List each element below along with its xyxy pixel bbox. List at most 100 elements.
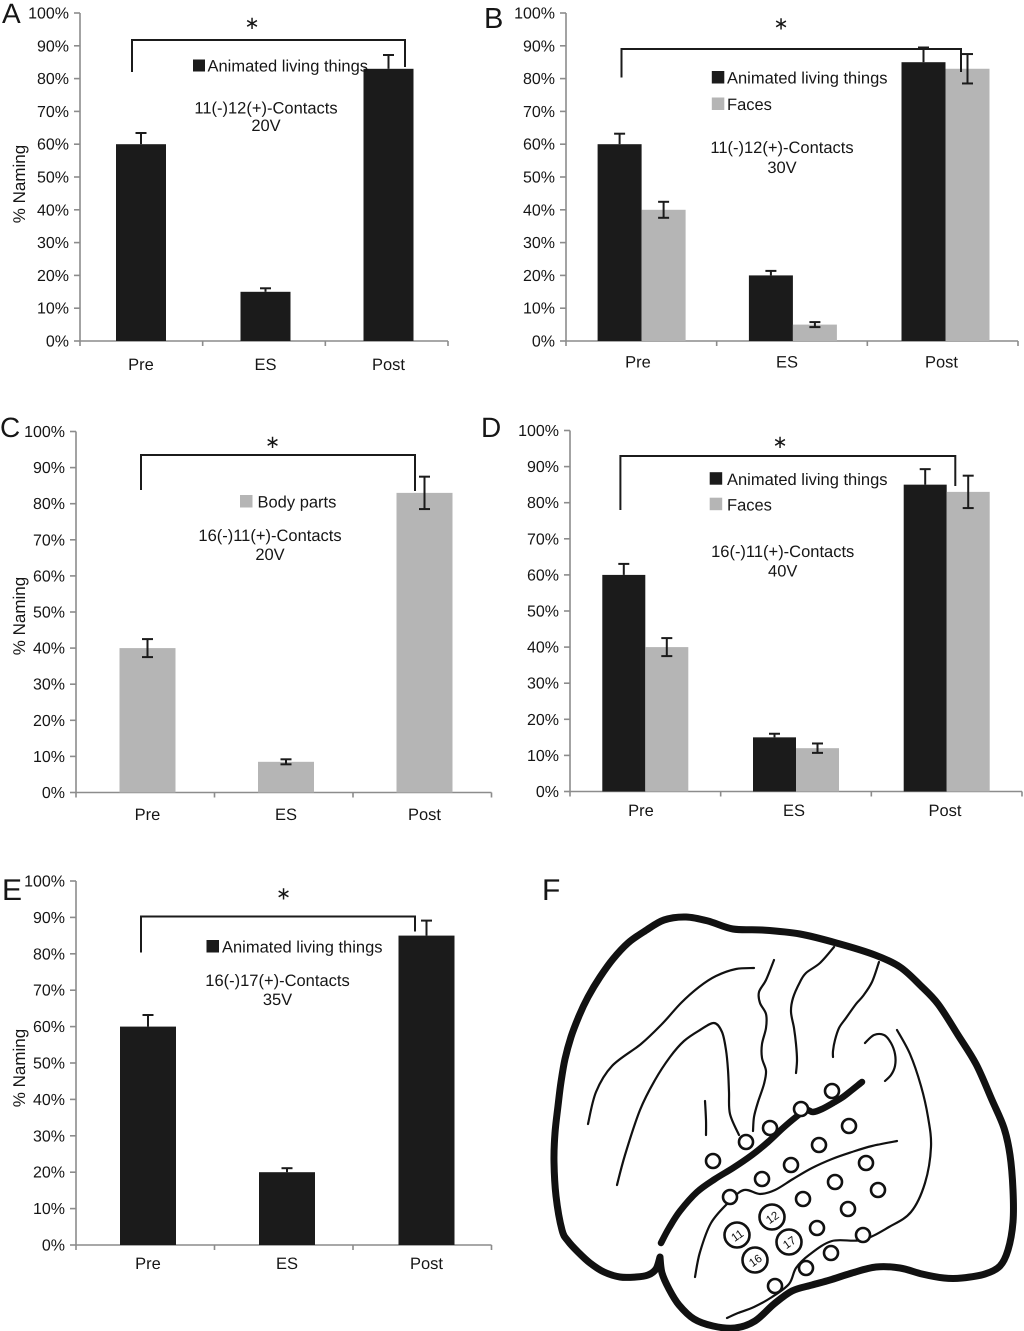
svg-text:90%: 90%: [527, 459, 559, 476]
svg-text:Animated living things: Animated living things: [727, 471, 888, 489]
svg-text:30%: 30%: [33, 1128, 65, 1145]
svg-text:60%: 60%: [523, 137, 555, 154]
svg-text:11: 11: [730, 1228, 747, 1245]
svg-text:ES: ES: [275, 806, 297, 824]
svg-text:Post: Post: [928, 802, 961, 820]
svg-text:ES: ES: [254, 356, 276, 374]
svg-text:60%: 60%: [33, 568, 65, 585]
svg-text:Pre: Pre: [135, 1255, 161, 1273]
svg-text:B: B: [484, 3, 503, 35]
svg-text:90%: 90%: [37, 38, 69, 55]
svg-text:0%: 0%: [42, 785, 65, 802]
svg-text:Pre: Pre: [128, 356, 154, 374]
svg-text:20%: 20%: [37, 268, 69, 285]
svg-text:100%: 100%: [514, 6, 555, 23]
svg-text:0%: 0%: [46, 334, 69, 351]
svg-text:Post: Post: [372, 356, 405, 374]
svg-text:80%: 80%: [33, 946, 65, 963]
svg-text:∗: ∗: [276, 884, 291, 904]
svg-text:20%: 20%: [523, 268, 555, 285]
svg-text:20%: 20%: [33, 713, 65, 730]
svg-text:Body parts: Body parts: [258, 494, 337, 512]
svg-text:50%: 50%: [37, 170, 69, 187]
svg-text:20%: 20%: [33, 1165, 65, 1182]
svg-text:ES: ES: [783, 802, 805, 820]
svg-text:30V: 30V: [767, 159, 796, 177]
svg-text:ES: ES: [776, 354, 798, 372]
svg-text:Pre: Pre: [625, 354, 651, 372]
svg-text:Pre: Pre: [135, 806, 161, 824]
svg-text:% Naming: % Naming: [10, 577, 29, 655]
svg-text:100%: 100%: [24, 424, 65, 441]
svg-text:40%: 40%: [33, 641, 65, 658]
svg-text:70%: 70%: [523, 104, 555, 121]
svg-text:11(-)12(+)-Contacts: 11(-)12(+)-Contacts: [194, 100, 337, 118]
svg-text:0%: 0%: [42, 1238, 65, 1255]
svg-text:Post: Post: [410, 1255, 443, 1273]
svg-text:∗: ∗: [773, 14, 788, 34]
svg-text:Pre: Pre: [628, 802, 654, 820]
svg-text:100%: 100%: [28, 6, 69, 23]
svg-text:16(-)11(+)-Contacts: 16(-)11(+)-Contacts: [198, 527, 341, 545]
svg-text:16(-)17(+)-Contacts: 16(-)17(+)-Contacts: [205, 972, 349, 990]
svg-text:Faces: Faces: [727, 96, 772, 114]
svg-text:F: F: [542, 874, 560, 907]
svg-text:70%: 70%: [33, 532, 65, 549]
svg-text:∗: ∗: [265, 432, 280, 452]
svg-text:E: E: [2, 874, 22, 907]
svg-text:70%: 70%: [33, 983, 65, 1000]
svg-text:80%: 80%: [527, 495, 559, 512]
svg-text:35V: 35V: [263, 991, 292, 1009]
svg-text:40%: 40%: [523, 202, 555, 219]
svg-text:40V: 40V: [768, 563, 797, 581]
svg-text:20%: 20%: [527, 712, 559, 729]
svg-text:50%: 50%: [523, 170, 555, 187]
svg-text:90%: 90%: [523, 38, 555, 55]
svg-text:% Naming: % Naming: [10, 1029, 29, 1107]
svg-text:20V: 20V: [255, 546, 284, 564]
svg-text:% Naming: % Naming: [10, 145, 29, 223]
svg-text:100%: 100%: [518, 423, 559, 440]
svg-text:40%: 40%: [527, 640, 559, 657]
svg-text:10%: 10%: [523, 301, 555, 318]
svg-text:80%: 80%: [33, 496, 65, 513]
svg-text:50%: 50%: [527, 604, 559, 621]
svg-text:Post: Post: [925, 354, 958, 372]
svg-text:ES: ES: [276, 1255, 298, 1273]
svg-text:Animated living things: Animated living things: [208, 58, 369, 76]
svg-text:50%: 50%: [33, 605, 65, 622]
svg-text:60%: 60%: [37, 137, 69, 154]
svg-text:∗: ∗: [772, 432, 787, 452]
svg-text:Faces: Faces: [727, 497, 772, 515]
svg-text:10%: 10%: [527, 748, 559, 765]
svg-text:100%: 100%: [24, 874, 65, 891]
svg-text:30%: 30%: [527, 676, 559, 693]
svg-text:10%: 10%: [37, 301, 69, 318]
svg-text:0%: 0%: [536, 784, 559, 801]
svg-text:90%: 90%: [33, 910, 65, 927]
svg-text:16(-)11(+)-Contacts: 16(-)11(+)-Contacts: [711, 543, 854, 561]
svg-text:0%: 0%: [532, 334, 555, 351]
svg-text:60%: 60%: [33, 1019, 65, 1036]
svg-text:A: A: [2, 0, 21, 29]
svg-text:∗: ∗: [244, 13, 259, 33]
svg-text:40%: 40%: [33, 1092, 65, 1109]
svg-text:Post: Post: [408, 806, 441, 824]
svg-text:Animated living things: Animated living things: [727, 70, 888, 88]
svg-text:70%: 70%: [37, 104, 69, 121]
svg-text:30%: 30%: [523, 235, 555, 252]
svg-text:20V: 20V: [251, 117, 280, 135]
svg-text:80%: 80%: [523, 71, 555, 88]
svg-text:70%: 70%: [527, 531, 559, 548]
svg-text:40%: 40%: [37, 202, 69, 219]
svg-text:30%: 30%: [33, 677, 65, 694]
svg-text:10%: 10%: [33, 1201, 65, 1218]
svg-text:90%: 90%: [33, 460, 65, 477]
svg-text:11(-)12(+)-Contacts: 11(-)12(+)-Contacts: [710, 139, 853, 157]
svg-text:Animated living things: Animated living things: [222, 938, 383, 956]
svg-text:80%: 80%: [37, 71, 69, 88]
svg-text:C: C: [0, 412, 20, 443]
svg-text:60%: 60%: [527, 567, 559, 584]
svg-text:D: D: [481, 412, 501, 443]
svg-text:30%: 30%: [37, 235, 69, 252]
